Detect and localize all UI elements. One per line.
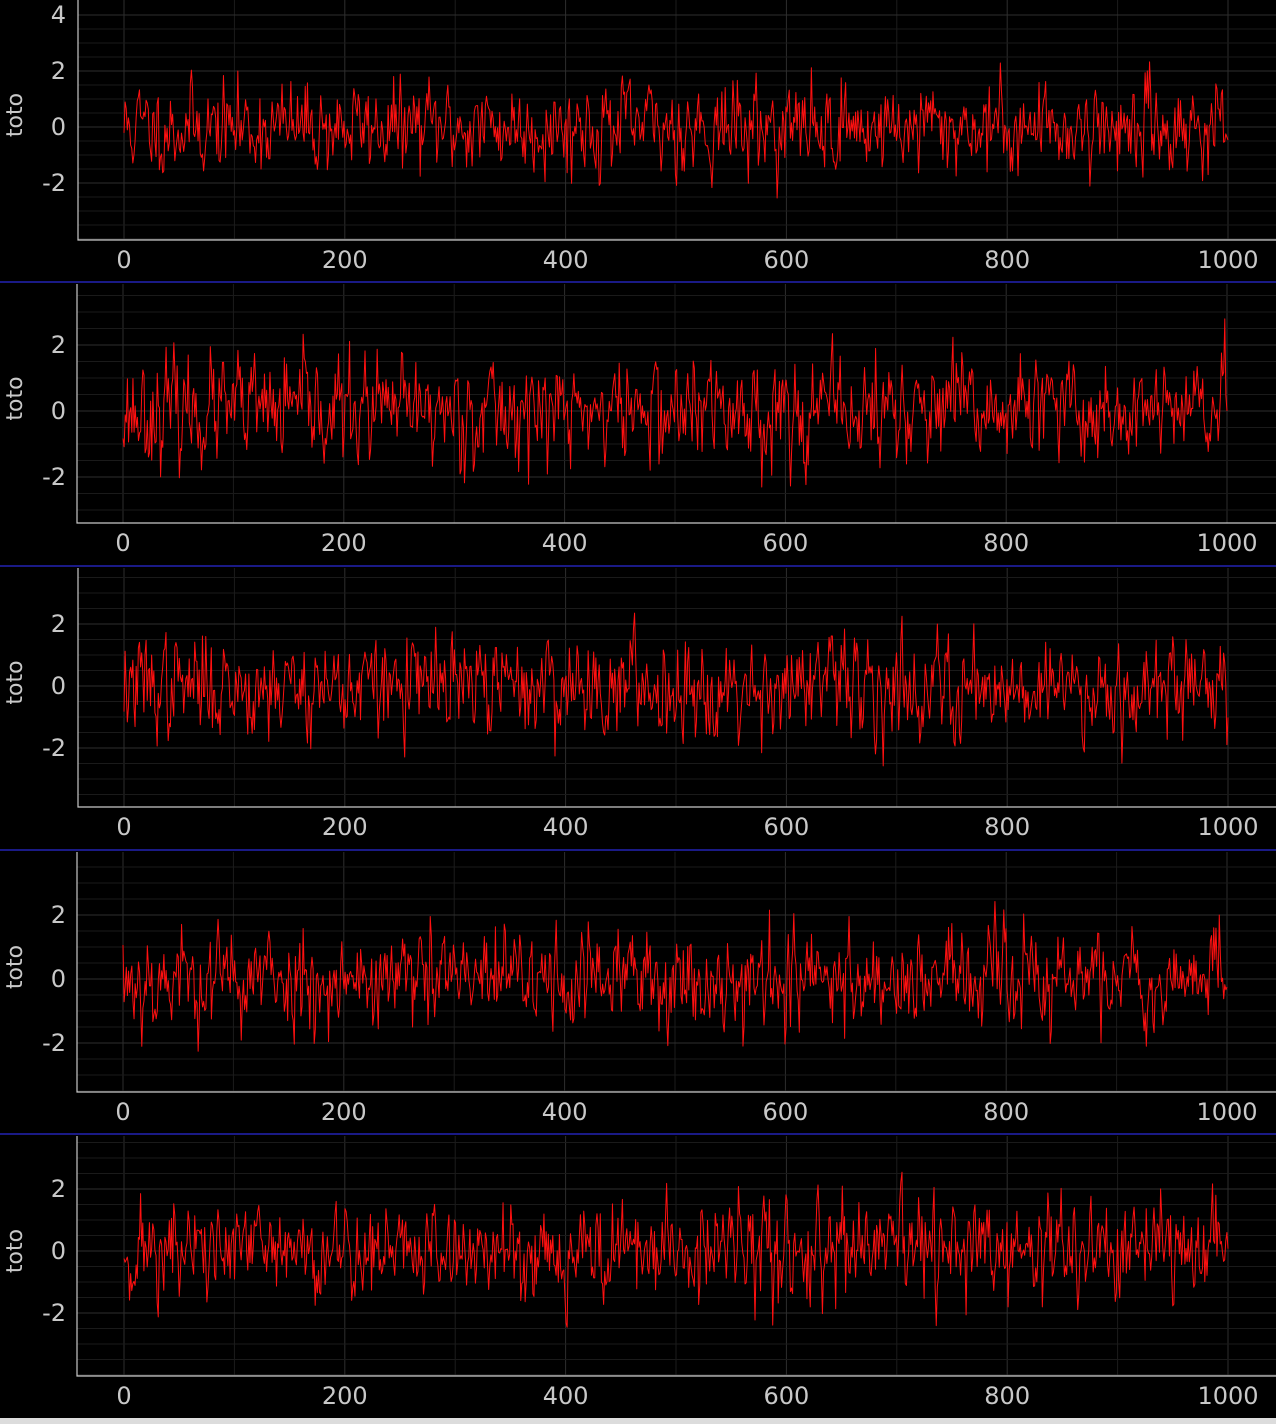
x-tick-label: 400 xyxy=(542,1098,588,1126)
y-tick-label: 2 xyxy=(51,610,66,638)
x-tick-label: 200 xyxy=(321,529,367,557)
x-tick-label: 200 xyxy=(322,813,368,841)
grid xyxy=(77,284,1276,523)
x-tick-label: 800 xyxy=(984,813,1030,841)
series-line xyxy=(123,61,1229,199)
x-tick-label: 0 xyxy=(116,246,131,274)
chart-panel-3: 0 200 400 600 800 1000 -2 0 2 toto xyxy=(0,568,1276,851)
x-tick-label: 600 xyxy=(762,1098,808,1126)
y-tick-label: -2 xyxy=(42,1029,66,1057)
x-tick-label: 200 xyxy=(322,1382,368,1410)
axes xyxy=(76,284,1276,524)
y-tick-label: 0 xyxy=(51,672,66,700)
chart-panel-1: 0 200 400 600 800 1000 -2 0 2 4 toto xyxy=(0,0,1276,283)
y-axis-label: toto xyxy=(3,1229,28,1273)
y-tick-label: -2 xyxy=(42,1299,66,1327)
x-tick-label: 400 xyxy=(543,246,589,274)
axes xyxy=(76,1136,1276,1377)
chart-panel-5: 0 200 400 600 800 1000 -2 0 2 toto xyxy=(3,1136,1276,1410)
y-tick-label: -2 xyxy=(42,463,66,491)
series-line xyxy=(123,1171,1229,1328)
x-tick-label: 400 xyxy=(543,1382,589,1410)
x-tick-label: 1000 xyxy=(1196,529,1257,557)
x-tick-label: 0 xyxy=(115,529,130,557)
y-tick-label: 2 xyxy=(51,57,66,85)
y-tick-label: -2 xyxy=(42,734,66,762)
y-axis-label: toto xyxy=(3,660,28,704)
series-line xyxy=(122,318,1228,488)
x-tick-label: 0 xyxy=(116,1382,131,1410)
axes xyxy=(77,568,1276,808)
y-tick-label: 0 xyxy=(51,965,66,993)
x-tick-label: 600 xyxy=(763,813,809,841)
y-tick-label: 2 xyxy=(51,331,66,359)
grid xyxy=(78,0,1276,240)
y-tick-label: 2 xyxy=(51,1175,66,1203)
x-tick-label: 200 xyxy=(322,246,368,274)
x-tick-label: 1000 xyxy=(1196,1098,1257,1126)
axes xyxy=(77,0,1276,241)
chart-panel-4: 0 200 400 600 800 1000 -2 0 2 toto xyxy=(0,852,1276,1135)
chart-panel-2: 0 200 400 600 800 1000 -2 0 2 toto xyxy=(0,284,1276,567)
y-tick-label: 2 xyxy=(51,901,66,929)
x-tick-label: 400 xyxy=(542,529,588,557)
x-tick-label: 1000 xyxy=(1197,1382,1258,1410)
axes xyxy=(76,852,1276,1093)
y-axis-label: toto xyxy=(3,376,28,420)
x-tick-label: 1000 xyxy=(1197,246,1258,274)
x-tick-label: 800 xyxy=(983,529,1029,557)
y-axis-label: toto xyxy=(3,93,28,137)
x-tick-label: 600 xyxy=(763,246,809,274)
x-tick-label: 800 xyxy=(984,246,1030,274)
x-tick-label: 600 xyxy=(763,1382,809,1410)
series-line xyxy=(123,612,1229,767)
y-tick-label: 4 xyxy=(51,1,66,29)
y-tick-label: 0 xyxy=(51,1237,66,1265)
x-tick-label: 0 xyxy=(115,1098,130,1126)
x-tick-label: 600 xyxy=(762,529,808,557)
y-tick-label: -2 xyxy=(42,169,66,197)
x-tick-label: 800 xyxy=(984,1382,1030,1410)
x-tick-label: 200 xyxy=(321,1098,367,1126)
x-tick-label: 1000 xyxy=(1197,813,1258,841)
series-line xyxy=(122,901,1228,1052)
y-tick-label: 0 xyxy=(51,113,66,141)
x-tick-label: 400 xyxy=(543,813,589,841)
x-tick-label: 800 xyxy=(983,1098,1029,1126)
y-tick-label: 0 xyxy=(51,397,66,425)
window-bottom-edge xyxy=(0,1418,1276,1424)
x-tick-label: 0 xyxy=(116,813,131,841)
y-axis-label: toto xyxy=(3,945,28,989)
